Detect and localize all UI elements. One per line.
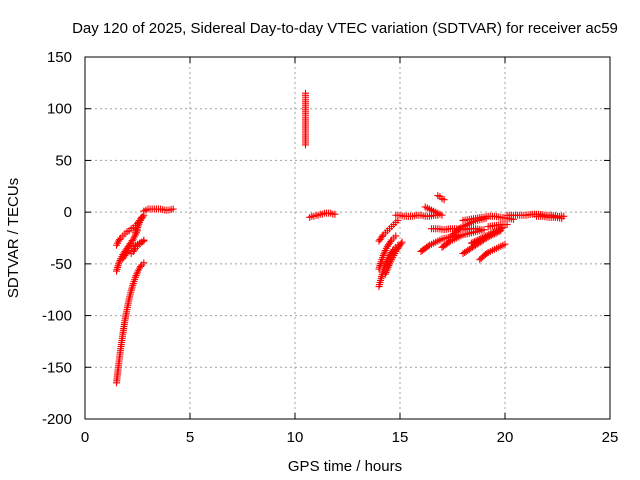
- y-tick-label: -200: [42, 411, 72, 428]
- data-point: [480, 226, 488, 234]
- data-point: [489, 228, 497, 236]
- data-point: [472, 237, 480, 245]
- data-point: [398, 238, 406, 246]
- data-point: [387, 238, 395, 246]
- data-point: [471, 238, 479, 246]
- data-point: [133, 225, 141, 233]
- data-point: [115, 258, 123, 266]
- x-tick-label: 10: [287, 429, 304, 446]
- y-tick-label: 50: [55, 152, 72, 169]
- data-point: [134, 224, 141, 232]
- data-point: [115, 260, 123, 268]
- data-point: [491, 228, 499, 236]
- data-point: [169, 205, 177, 213]
- data-point: [116, 236, 124, 244]
- data-point: [133, 270, 141, 278]
- tick-layer: 0 5 10 15 20 25 -200 -150 -100 -50 0 50 100 150: [42, 49, 618, 446]
- data-point: [140, 236, 148, 244]
- data-point: [131, 273, 139, 281]
- data-point: [132, 227, 140, 235]
- data-point: [558, 214, 566, 222]
- data-point: [378, 232, 386, 240]
- data-point: [381, 270, 389, 278]
- y-tick-label: 0: [64, 204, 72, 221]
- chart-title: Day 120 of 2025, Sidereal Day-to-day VTE…: [72, 20, 618, 37]
- data-point: [469, 238, 477, 246]
- data-point: [383, 267, 391, 275]
- data-point: [477, 235, 485, 243]
- data-point: [392, 232, 400, 240]
- data-point: [467, 239, 475, 247]
- x-tick-label: 0: [81, 429, 89, 446]
- x-tick-label: 20: [497, 429, 514, 446]
- y-axis-label: SDTVAR / TECUs: [5, 178, 22, 298]
- data-point: [482, 232, 490, 240]
- data-point: [478, 234, 486, 242]
- data-point: [384, 263, 392, 271]
- data-point: [474, 236, 482, 244]
- data-point: [128, 237, 136, 245]
- data-point: [488, 229, 496, 237]
- data-point: [438, 211, 446, 219]
- y-tick-label: -150: [42, 359, 72, 376]
- y-tick-label: 100: [47, 101, 72, 118]
- data-point: [483, 231, 491, 239]
- data-point: [130, 246, 138, 254]
- data-point: [137, 262, 145, 270]
- data-point: [496, 225, 504, 233]
- data-point: [379, 252, 387, 260]
- data-point: [485, 231, 493, 239]
- data-point: [131, 229, 139, 237]
- x-axis-label: GPS time / hours: [288, 458, 402, 475]
- data-point: [139, 213, 147, 221]
- data-point: [397, 240, 405, 248]
- data-point: [486, 230, 494, 238]
- points-layer: [113, 89, 568, 387]
- data-point: [134, 222, 142, 230]
- plot-frame: [84, 56, 611, 420]
- data-point: [503, 221, 511, 229]
- data-point: [501, 240, 509, 248]
- y-tick-label: 150: [47, 49, 72, 66]
- data-point: [302, 141, 309, 149]
- x-tick-label: 5: [186, 429, 194, 446]
- data-point: [380, 250, 388, 258]
- data-point: [382, 268, 390, 276]
- data-point: [132, 272, 140, 280]
- data-point: [440, 196, 448, 204]
- data-point: [140, 259, 148, 267]
- grid-layer: [85, 57, 610, 419]
- y-tick-label: -50: [50, 256, 72, 273]
- y-tick-label: -100: [42, 308, 72, 325]
- data-point: [383, 265, 391, 273]
- data-point: [475, 235, 483, 243]
- data-point: [385, 262, 393, 270]
- data-point: [135, 220, 143, 228]
- x-tick-label: 25: [602, 429, 619, 446]
- x-tick-label: 15: [392, 429, 409, 446]
- data-point: [480, 233, 488, 241]
- data-point: [381, 248, 389, 256]
- data-point: [331, 210, 339, 218]
